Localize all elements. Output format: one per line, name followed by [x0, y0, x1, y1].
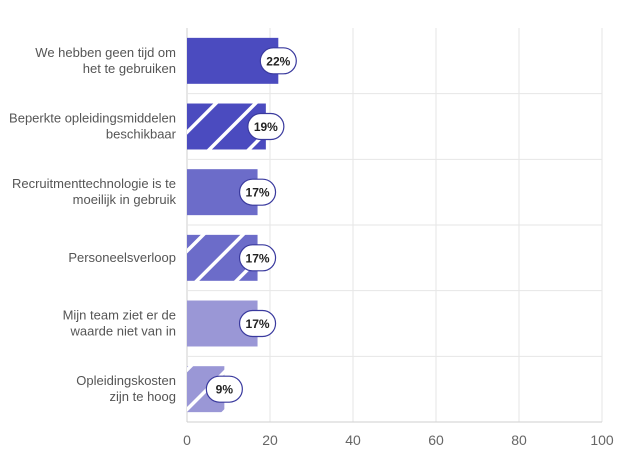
- value-label-2: 19%: [247, 112, 285, 141]
- value-label-3: 17%: [238, 178, 277, 206]
- value-label-6: 9%: [205, 375, 243, 403]
- category-label-2: Beperkte opleidingsmiddelen beschikbaar: [9, 111, 177, 142]
- value-labels: 22% 19% 17% 17% 17% 9%: [205, 47, 297, 403]
- x-tick-label-60: 60: [428, 432, 444, 448]
- value-label-1: 22%: [259, 47, 297, 75]
- svg-text:19%: 19%: [254, 120, 278, 134]
- x-tick-label-40: 40: [345, 432, 361, 448]
- svg-text:17%: 17%: [246, 251, 270, 265]
- svg-text:22%: 22%: [266, 54, 290, 68]
- grid: [186, 28, 603, 423]
- value-label-4: 17%: [238, 244, 277, 272]
- x-axis: 0 20 40 60 80 100: [183, 432, 614, 448]
- category-label-4: Personeelsverloop: [68, 250, 176, 265]
- svg-text:17%: 17%: [246, 186, 270, 200]
- category-label-1: We hebben geen tijd om het te gebruiken: [35, 45, 176, 76]
- category-label-5: Mijn team ziet er de waarde niet van in: [63, 308, 176, 339]
- x-tick-label-0: 0: [183, 432, 191, 448]
- x-tick-label-80: 80: [511, 432, 527, 448]
- x-tick-label-20: 20: [262, 432, 278, 448]
- category-label-3: Recruitmenttechnologie is te moeilijk in …: [12, 176, 177, 207]
- x-tick-label-100: 100: [590, 432, 614, 448]
- svg-text:9%: 9%: [216, 383, 234, 397]
- category-label-6: Opleidingskosten zijn te hoog: [76, 373, 176, 404]
- category-labels: We hebben geen tijd om het te gebruiken Be…: [9, 45, 177, 404]
- value-label-5: 17%: [238, 309, 277, 338]
- svg-text:17%: 17%: [246, 317, 270, 331]
